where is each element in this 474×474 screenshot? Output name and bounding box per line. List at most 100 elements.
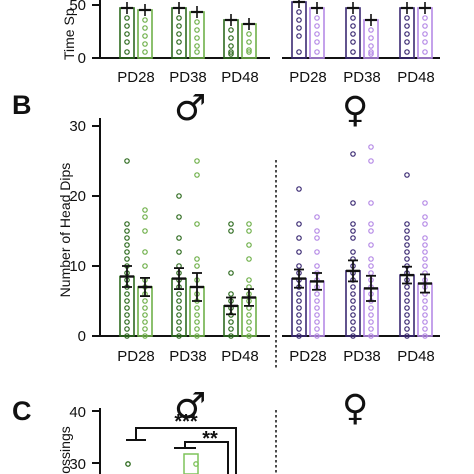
data-point <box>124 221 130 227</box>
data-point <box>194 319 200 325</box>
panel-a-point <box>246 47 252 53</box>
panel-a-point <box>124 31 130 37</box>
data-point <box>404 228 410 234</box>
panel-a-point <box>246 31 252 37</box>
panel-a-ylabel: Time Sp <box>61 8 77 60</box>
panel-a-point <box>314 15 320 21</box>
panel-a-point <box>194 27 200 33</box>
data-point <box>176 298 182 304</box>
panel-a-point <box>404 31 410 37</box>
data-point <box>314 305 320 311</box>
panel-a-point <box>422 15 428 21</box>
data-point <box>368 270 374 276</box>
data-point <box>124 291 130 297</box>
data-point <box>142 228 148 234</box>
panel-a-point <box>296 17 302 23</box>
data-point <box>142 333 148 339</box>
data-point <box>142 305 148 311</box>
panel-a-group-labels: PD28 PD38 PD48 PD28 PD38 PD48 <box>117 69 435 86</box>
data-point <box>194 263 200 269</box>
panel-a-point <box>194 35 200 41</box>
panel-a-point <box>296 49 302 55</box>
data-point <box>228 333 234 339</box>
data-point <box>194 305 200 311</box>
data-point <box>124 312 130 318</box>
data-point <box>194 221 200 227</box>
data-point <box>228 326 234 332</box>
panel-a-point <box>142 17 148 23</box>
data-point <box>368 333 374 339</box>
panel-a-point <box>368 35 374 41</box>
data-point <box>350 298 356 304</box>
data-point <box>314 291 320 297</box>
data-point <box>176 319 182 325</box>
data-point <box>142 263 148 269</box>
data-point <box>368 221 374 227</box>
panel-a-group-label: PD38 <box>343 69 381 86</box>
panel-a: Time Sp 50 0 PD28 PD38 PD48 PD28 PD38 PD48 <box>61 0 440 86</box>
data-point <box>350 305 356 311</box>
panel-a-point <box>314 39 320 45</box>
data-point <box>368 158 374 164</box>
panel-b-letter: B <box>12 90 32 120</box>
panel-c-ytick-30-label: 30 <box>69 456 86 473</box>
panel-a-point <box>142 49 148 55</box>
sig-stars-2: ** <box>202 428 218 450</box>
data-point <box>404 256 410 262</box>
panel-a-point <box>404 39 410 45</box>
panel-a-point <box>176 15 182 21</box>
data-point <box>142 249 148 255</box>
data-point <box>296 319 302 325</box>
data-point <box>124 256 130 262</box>
data-point <box>422 263 428 269</box>
panel-a-ytick-50-label: 50 <box>69 0 86 14</box>
data-point <box>228 228 234 234</box>
data-point <box>368 305 374 311</box>
panel-a-point <box>368 51 374 57</box>
panel-a-point <box>350 39 356 45</box>
data-point <box>422 298 428 304</box>
data-point <box>422 249 428 255</box>
data-point <box>176 333 182 339</box>
panel-a-point <box>194 19 200 25</box>
data-point <box>350 326 356 332</box>
data-point <box>124 242 130 248</box>
group-label: PD48 <box>221 348 259 365</box>
data-point <box>228 270 234 276</box>
data-point <box>124 305 130 311</box>
panel-a-point <box>350 31 356 37</box>
data-point <box>422 256 428 262</box>
data-point <box>404 319 410 325</box>
data-point <box>422 200 428 206</box>
panel-a-point <box>142 25 148 31</box>
data-point <box>124 235 130 241</box>
data-point <box>246 333 252 339</box>
sig-bracket-1 <box>126 427 237 474</box>
data-point <box>246 326 252 332</box>
data-point <box>422 235 428 241</box>
panel-a-point <box>142 33 148 39</box>
data-point <box>124 326 130 332</box>
panel-c: C ♂ ♀ ossings 40 30 *** ** <box>12 386 368 474</box>
panel-a-point <box>368 43 374 49</box>
data-point <box>404 305 410 311</box>
data-point <box>246 242 252 248</box>
data-point <box>246 277 252 283</box>
data-point <box>314 298 320 304</box>
data-point <box>176 249 182 255</box>
data-point <box>350 291 356 297</box>
data-point <box>350 312 356 318</box>
data-point <box>124 249 130 255</box>
panel-a-point <box>176 49 182 55</box>
data-point <box>296 326 302 332</box>
data-point <box>404 312 410 318</box>
data-point <box>296 263 302 269</box>
panel-a-point <box>124 49 130 55</box>
data-point <box>350 249 356 255</box>
data-point <box>246 221 252 227</box>
panel-a-point <box>124 15 130 21</box>
panel-a-group-label: PD48 <box>221 69 259 86</box>
data-point <box>404 172 410 178</box>
panel-a-point <box>422 31 428 37</box>
panel-a-point <box>314 23 320 29</box>
